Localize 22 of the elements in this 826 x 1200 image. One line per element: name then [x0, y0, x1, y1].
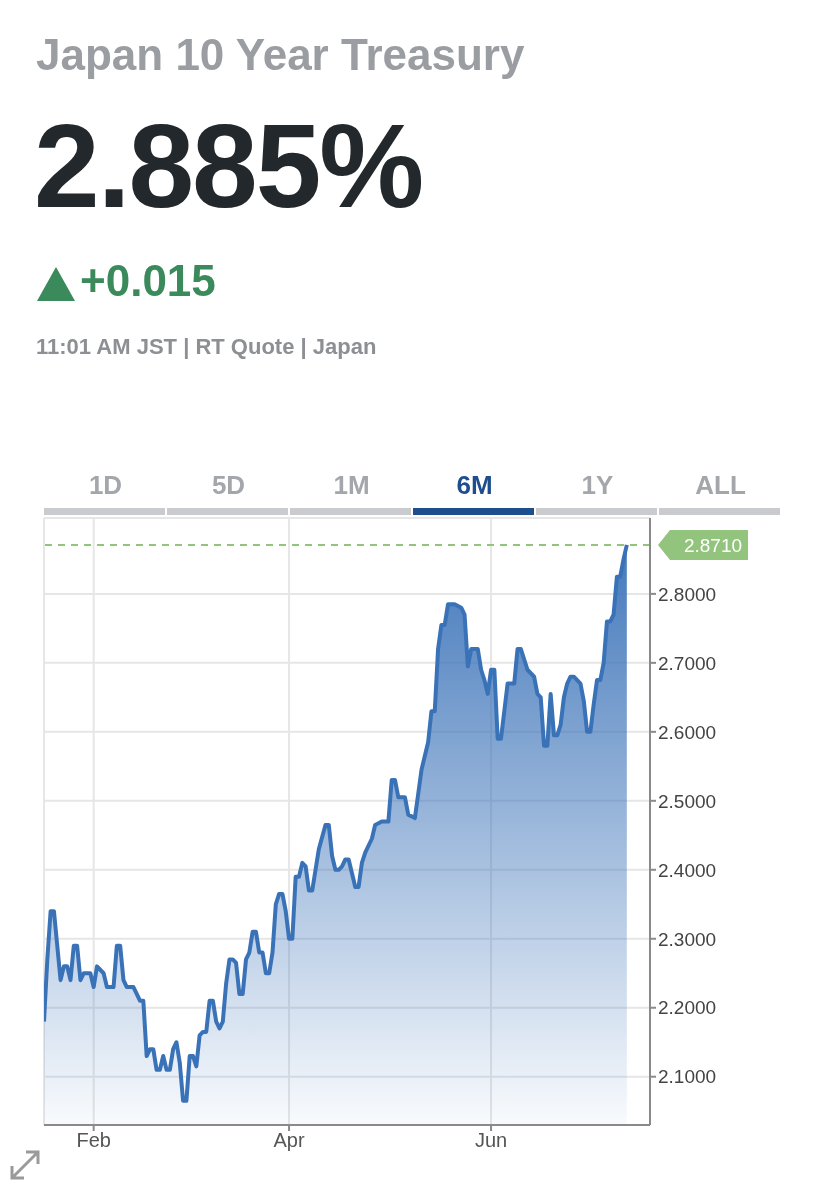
text: 1Y [580, 470, 615, 502]
y-tick-label: 2.4000 [658, 859, 717, 881]
x-tick-label: Feb [76, 1129, 111, 1152]
text: 6M [455, 470, 494, 502]
text: 1D [87, 470, 124, 502]
y-tick-label: 2.6000 [658, 721, 717, 743]
chart-subtitle: 2.885% [34, 99, 423, 234]
text: +0.015 [80, 256, 216, 306]
text: 1M [332, 470, 371, 502]
x-tick-label: Apr [273, 1129, 305, 1152]
ref-line-label: 2.8710 [683, 534, 743, 556]
y-tick-label: 2.3000 [658, 928, 717, 950]
y-tick-label: 2.2000 [658, 997, 717, 1019]
y-tick-label: 2.5000 [658, 790, 717, 812]
text: 5D [210, 470, 247, 502]
y-tick-label: 2.7000 [658, 652, 717, 674]
y-tick-label: 2.1000 [658, 1066, 717, 1088]
chart-title: Japan 10 Year Treasury [36, 30, 525, 80]
text: 11:01 AM JST | RT Quote | Japan [36, 334, 377, 360]
y-tick-label: 2.8000 [658, 583, 717, 605]
x-tick-label: Jun [474, 1129, 508, 1152]
text: ALL [694, 470, 747, 502]
